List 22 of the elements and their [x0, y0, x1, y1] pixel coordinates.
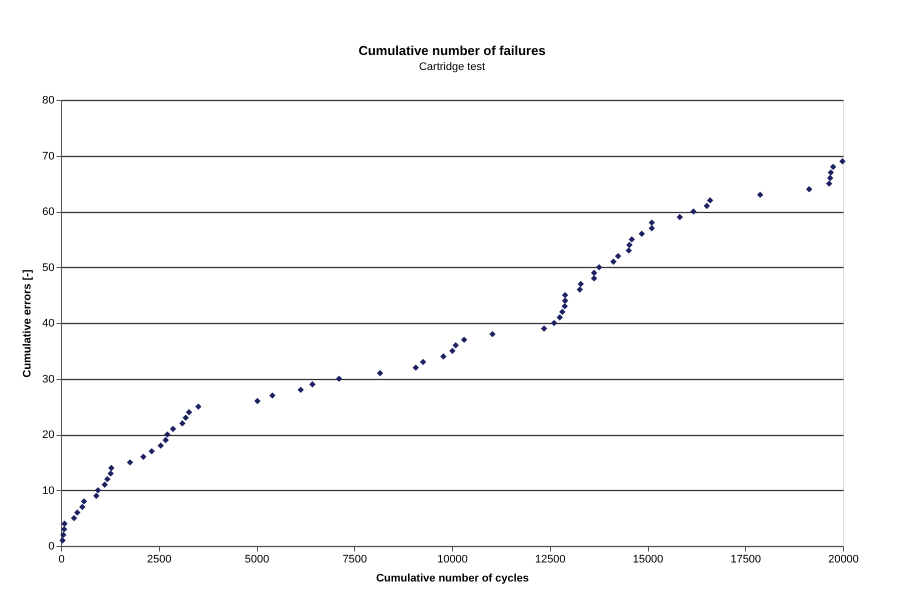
chart-title: Cumulative number of failures [358, 43, 546, 58]
y-tick-label: 40 [42, 318, 54, 330]
x-tick-label: 12500 [534, 554, 566, 566]
x-tick-label: 7500 [342, 554, 367, 566]
x-tick-label: 10000 [437, 554, 468, 566]
x-tick-label: 20000 [828, 554, 859, 566]
y-tick-label: 20 [42, 429, 54, 441]
y-tick-label: 60 [42, 206, 54, 218]
x-tick-label: 0 [58, 554, 65, 566]
y-axis-title: Cumulative errors [-] [21, 269, 34, 378]
y-tick-label: 10 [42, 484, 54, 497]
x-axis-title: Cumulative number of cycles [376, 572, 529, 584]
y-tick-label: 0 [48, 540, 54, 552]
y-tick-label: 70 [42, 150, 54, 162]
chart-subtitle: Cartridge test [418, 61, 486, 73]
y-tick-label: 30 [42, 373, 54, 386]
y-tick-label: 50 [42, 262, 54, 274]
x-tick-label: 15000 [632, 554, 664, 566]
x-tick-label: 5000 [244, 554, 270, 566]
y-tick-label: 80 [42, 94, 54, 106]
x-tick-label: 17500 [730, 554, 762, 566]
x-tick-label: 2500 [147, 554, 172, 566]
